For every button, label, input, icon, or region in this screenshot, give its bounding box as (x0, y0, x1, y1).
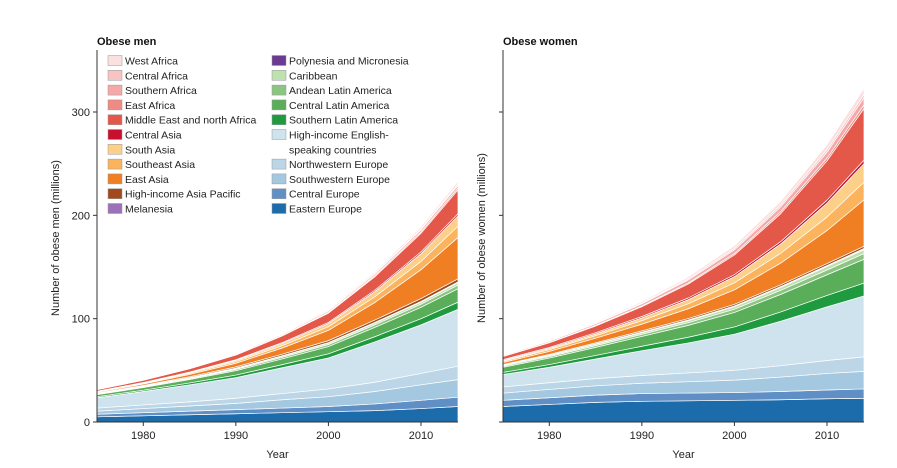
legend-label-andean-latin-america: Andean Latin America (289, 85, 392, 97)
y-axis-label: Number of obese men (millions) (50, 160, 62, 316)
legend-label-east-asia: East Asia (125, 174, 169, 186)
area-west-africa (96, 180, 459, 390)
legend-label-high-income-english-speaking-countries-line2: speaking countries (289, 144, 377, 156)
legend-label-polynesia-and-micronesia: Polynesia and Micronesia (289, 56, 409, 68)
x-tick-label: 2000 (722, 430, 746, 442)
legend-swatch-andean-latin-america (271, 84, 287, 96)
axes: 0 100 200 300 1980 1990 2000 2010 Year Number of … (50, 50, 458, 461)
x-axis-label: Year (672, 449, 695, 461)
legend-label-central-africa: Central Africa (125, 70, 188, 82)
legend-swatch-southern-africa (107, 84, 123, 96)
legend-swatch-east-africa (107, 99, 123, 111)
panel-obese-women: Obese women 1980 1990 2000 2010 Year Number o… (476, 36, 865, 461)
x-tick-label: 2010 (409, 430, 433, 442)
legend-swatch-west-africa (107, 55, 123, 66)
panel-title: Obese women (503, 36, 578, 48)
x-tick-label: 1980 (131, 430, 155, 442)
legend-label-melanesia: Melanesia (125, 204, 173, 216)
legend-swatch-southern-latin-america (271, 114, 287, 125)
legend-swatch-east-asia (107, 173, 123, 185)
axes: 1980 1990 2000 2010 Year Number of obese wome… (476, 50, 864, 461)
legend-label-east-africa: East Africa (125, 100, 175, 112)
panel-title: Obese men (97, 36, 157, 48)
legend-swatch-high-income-asia-pacific (107, 188, 123, 199)
y-tick-label: 0 (84, 417, 90, 429)
legend-swatch-eastern-europe (271, 203, 287, 214)
x-tick-label: 2010 (815, 430, 839, 442)
legend-swatch-central-latin-america (271, 99, 287, 111)
legend-swatch-melanesia (107, 203, 123, 214)
legend-swatch-south-asia (107, 144, 123, 155)
legend-label-high-income-asia-pacific: High-income Asia Pacific (125, 189, 241, 201)
legend-swatch-central-europe (271, 188, 287, 199)
plot-area (96, 180, 459, 423)
legend-label-southwestern-europe: Southwestern Europe (289, 174, 390, 186)
legend-label-central-europe: Central Europe (289, 189, 360, 201)
y-tick-label: 300 (72, 107, 90, 119)
legend-label-central-latin-america: Central Latin America (289, 100, 390, 112)
legend: West Africa Central Africa Southern Africa… (107, 55, 409, 216)
legend-label-southern-africa: Southern Africa (125, 85, 197, 97)
panel-obese-men: Obese men 0 100 200 300 1980 1990 2000 2010 Year… (50, 36, 459, 461)
y-tick-label: 200 (72, 210, 90, 222)
legend-label-middle-east-and-north-africa: Middle East and north Africa (125, 115, 256, 127)
legend-swatch-polynesia-and-micronesia (271, 55, 287, 66)
legend-label-south-asia: South Asia (125, 144, 175, 156)
x-tick-label: 1990 (630, 430, 654, 442)
legend-swatch-central-asia (107, 129, 123, 140)
legend-swatch-central-africa (107, 70, 123, 81)
y-axis-label: Number of obese women (millions) (476, 153, 488, 323)
legend-label-central-asia: Central Asia (125, 130, 182, 142)
legend-swatch-southwestern-europe (271, 173, 287, 185)
legend-label-high-income-english-speaking-countries-line1: High-income English- (289, 130, 389, 142)
legend-label-southeast-asia: Southeast Asia (125, 159, 195, 171)
plot-area (502, 87, 865, 423)
legend-swatch-northwestern-europe (271, 158, 287, 170)
legend-label-southern-latin-america: Southern Latin America (289, 115, 398, 127)
legend-label-eastern-europe: Eastern Europe (289, 204, 362, 216)
legend-label-caribbean: Caribbean (289, 70, 338, 82)
legend-swatch-high-income-english-speaking-countries (271, 129, 287, 140)
legend-label-west-africa: West Africa (125, 56, 178, 68)
legend-label-northwestern-europe: Northwestern Europe (289, 159, 388, 171)
x-tick-label: 2000 (316, 430, 340, 442)
legend-swatch-middle-east-and-north-africa (107, 114, 123, 125)
x-axis-label: Year (266, 449, 289, 461)
x-tick-label: 1980 (537, 430, 561, 442)
x-tick-label: 1990 (224, 430, 248, 442)
y-tick-label: 100 (72, 314, 90, 326)
legend-swatch-caribbean (271, 70, 287, 81)
legend-swatch-southeast-asia (107, 158, 123, 170)
area-west-africa (502, 87, 865, 356)
